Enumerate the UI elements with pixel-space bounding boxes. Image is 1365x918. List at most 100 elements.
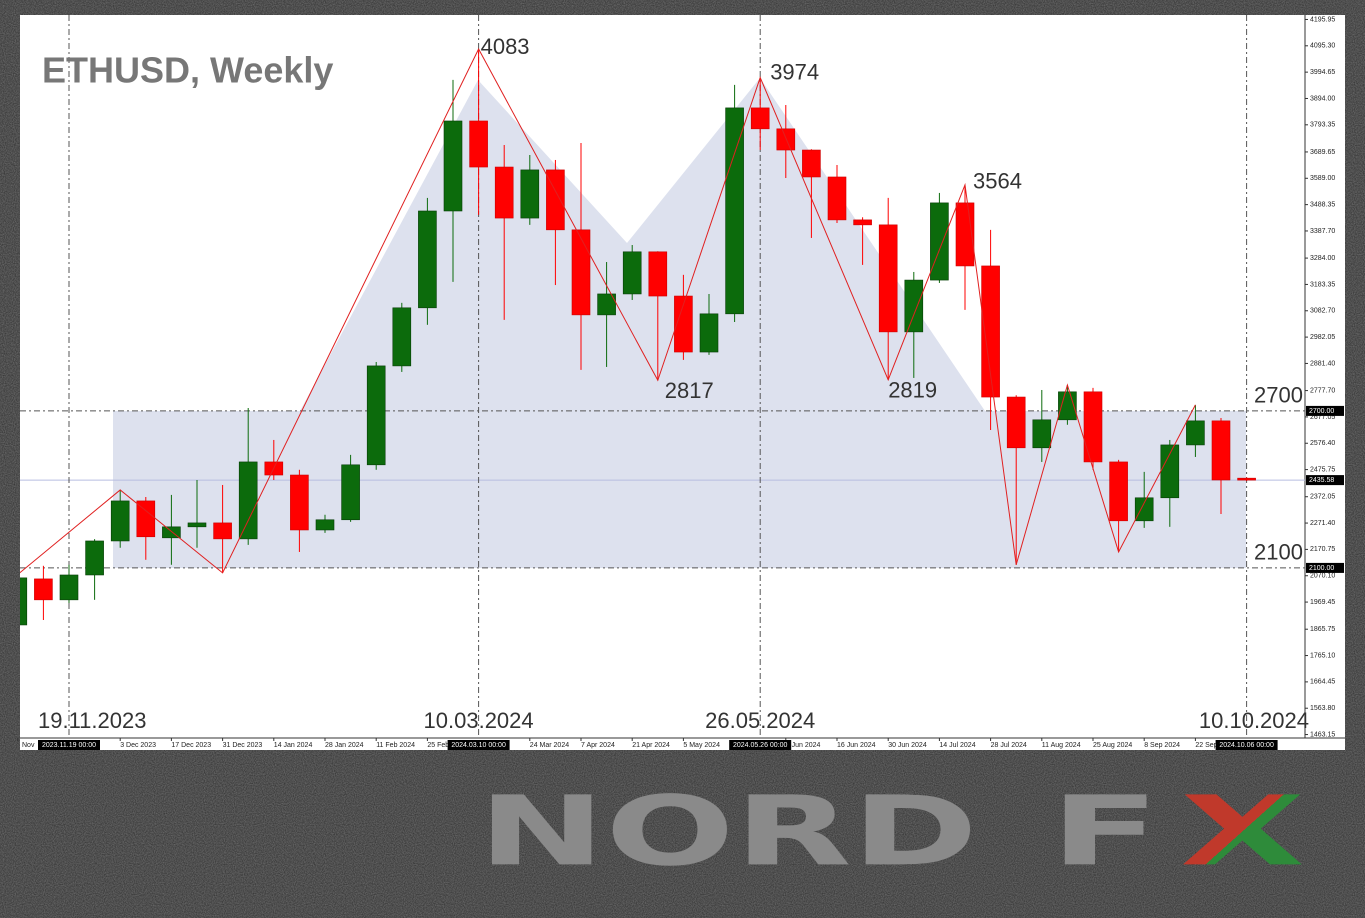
chart-title: ETHUSD, Weekly [42,50,333,91]
x-tick-label: 5 May 2024 [683,742,720,749]
candle-body [904,279,924,333]
candle-body [1211,420,1231,481]
x-tick-label: Nov [22,742,35,749]
candle-body [20,577,28,626]
candle-body [802,149,821,178]
range-zone [113,411,1246,568]
pivot-label: 2819 [888,378,937,403]
candle [418,197,437,325]
y-tick-label: 2271.40 [1310,520,1335,527]
pivot-label: 3974 [770,59,819,84]
y-tick-label: 1765.10 [1310,652,1335,659]
candle [136,497,156,560]
candle-body [366,365,386,466]
x-tick-label: 11 Aug 2024 [1042,742,1081,749]
level-tag [1306,562,1344,573]
candle-body [213,522,232,540]
date-tag-label: 2024.05.26 00:00 [733,742,788,749]
candle-body [571,229,591,316]
candle-body [1006,396,1026,449]
candle-body [162,526,181,539]
y-tick-label: 1865.75 [1310,626,1335,633]
candle [827,164,847,224]
y-tick-label: 3284.00 [1310,255,1335,262]
x-tick-label: 28 Jul 2024 [991,742,1027,749]
candle [930,192,949,283]
last-price-label: 2435.58 [1309,477,1334,484]
x-tick-label: 2 Jun 2024 [786,742,821,749]
candle-body [674,295,693,353]
x-tick-label: 11 Feb 2024 [376,742,415,749]
zigzag [20,47,1196,574]
x-tick-label: 16 Jun 2024 [837,742,876,749]
candle [597,262,616,367]
y-tick-label: 2677.05 [1310,414,1335,421]
y-tick-label: 3387.70 [1310,228,1335,235]
candle-body [290,474,309,531]
candle [341,454,360,522]
candle-body [853,219,872,226]
candle-body [392,307,412,367]
candle [878,197,898,380]
y-tick-label: 2777.70 [1310,387,1335,394]
candle [776,105,796,179]
candle-body [110,500,130,542]
candle [1186,404,1205,457]
candle-body [520,169,540,219]
candle [1083,387,1103,470]
level-tag-label: 2700.00 [1309,408,1334,415]
y-tick-label: 2070.10 [1310,573,1335,580]
candle [1237,477,1256,482]
candle-body [341,464,360,521]
candle [59,564,79,603]
y-tick-label: 2475.75 [1310,466,1335,473]
candle [1109,459,1128,552]
candle-body [469,120,488,168]
candle-body [418,210,437,309]
x-tick-label: 22 Sep 2024 [1195,742,1235,749]
candle [213,484,232,573]
y-tick-label: 3183.35 [1310,281,1335,288]
x-tick-label: 14 Jan 2024 [274,742,313,749]
x-tick-label: 31 Dec 2023 [223,742,263,749]
candle [1211,417,1231,515]
y-tick-label: 4095.30 [1310,43,1335,50]
x-tick-label: 3 Dec 2023 [120,742,156,749]
candle [571,142,591,370]
candle [750,77,770,151]
y-tick-label: 1664.45 [1310,679,1335,686]
date-annotation: 10.10.2024 [1199,708,1309,733]
level-tag [1306,405,1344,416]
y-tick-label: 1563.80 [1310,705,1335,712]
pivot-label: 4083 [481,34,530,59]
candle [290,469,309,552]
x-tick-label: 17 Dec 2023 [171,742,211,749]
y-tick-label: 2982.05 [1310,334,1335,341]
candle-body [1083,391,1103,463]
last-price-tag [1306,475,1344,486]
candle-body [546,169,565,231]
candle [648,251,668,381]
candle-body [827,176,847,221]
candle [110,489,130,548]
y-tick-label: 3589.00 [1310,175,1335,182]
candle [238,408,258,545]
candle [674,274,693,360]
date-tag-label: 2023.11.19 00:00 [42,742,96,749]
candle [546,159,565,286]
logo-word: NORD [478,775,978,887]
candle [981,229,1000,431]
candle-body [622,251,642,295]
candle-body [494,166,514,219]
candle [187,479,207,548]
y-tick-label: 3793.35 [1310,122,1335,129]
candle-body [725,107,744,315]
candle [315,514,335,533]
y-tick-label: 3082.70 [1310,308,1335,315]
candle-body [648,251,668,297]
candle-body [136,500,156,538]
candle-body [1134,497,1154,522]
candle-body [930,202,949,281]
candle [85,539,104,600]
y-tick-label: 2170.75 [1310,546,1335,553]
